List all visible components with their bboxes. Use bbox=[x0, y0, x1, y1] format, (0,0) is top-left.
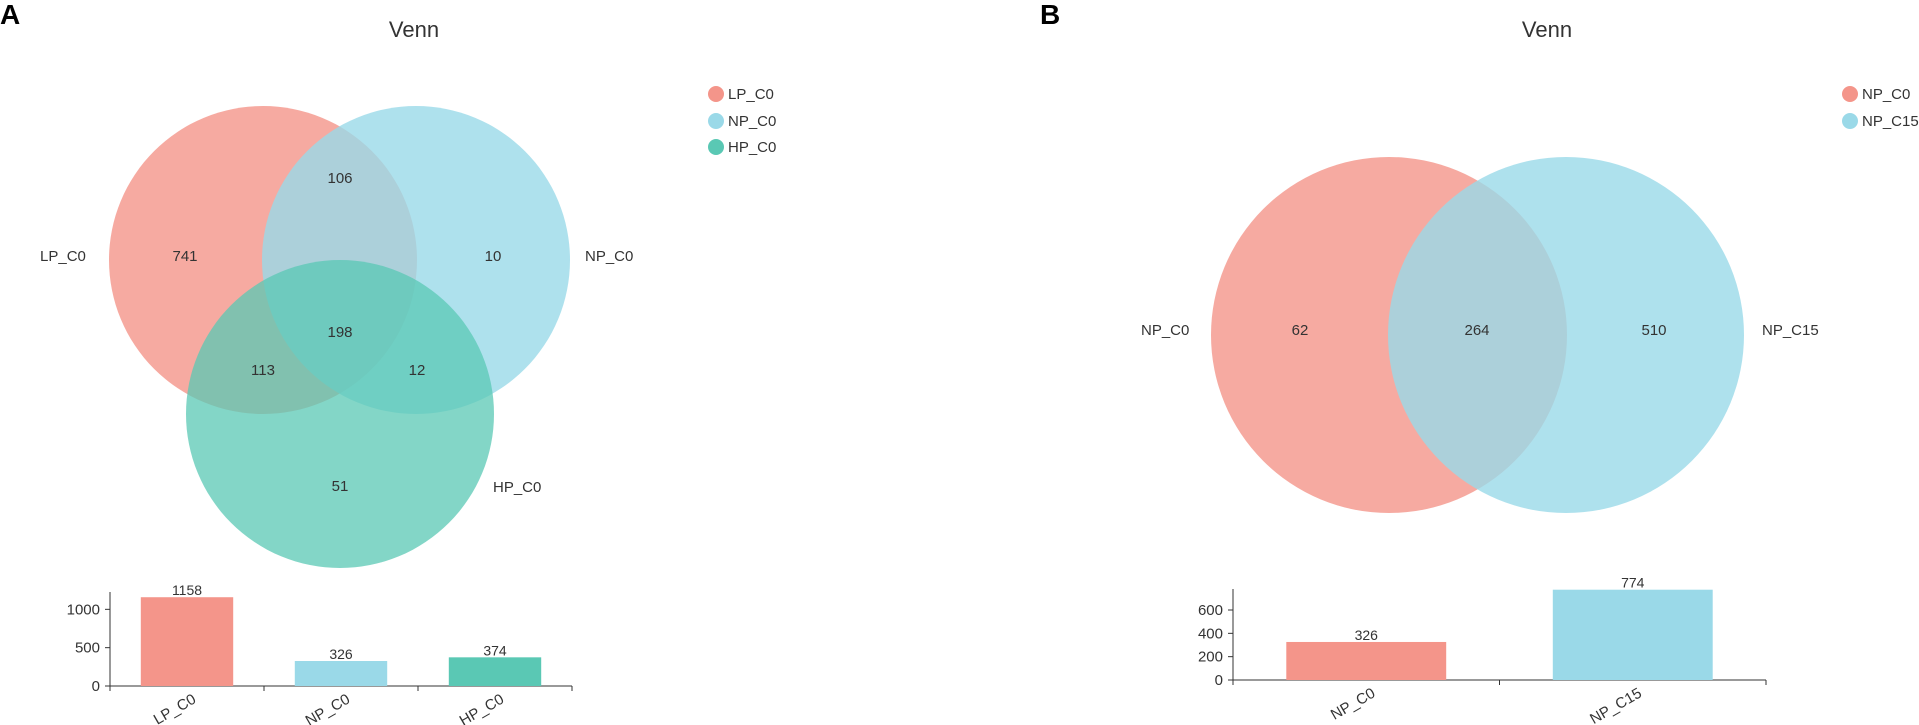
bar-y-tick-label: 200 bbox=[1198, 649, 1223, 666]
bar-y-tick-label: 400 bbox=[1198, 625, 1223, 642]
legend-a-label-np-c0: NP_C0 bbox=[728, 113, 776, 130]
panel-a: A Venn LP_C0 NP_C0 HP_C0 741 10 51 106 1… bbox=[0, 0, 776, 725]
bar-np-c15 bbox=[1552, 589, 1713, 680]
venn-a-region-lp-hp: 113 bbox=[251, 362, 275, 379]
venn-a-circle-hp-c0 bbox=[186, 260, 494, 568]
legend-b-label-np-c0: NP_C0 bbox=[1862, 86, 1910, 103]
venn-b-region-np-c0-only: 62 bbox=[1292, 322, 1309, 339]
panel-b-venn bbox=[1211, 157, 1744, 513]
bar-np-c0 bbox=[1286, 641, 1447, 680]
bar-category-label: NP_C0 bbox=[303, 691, 353, 725]
bar-lp-c0 bbox=[140, 597, 234, 686]
venn-b-set-label-np-c15: NP_C15 bbox=[1762, 322, 1819, 339]
bar-value-label: 326 bbox=[329, 646, 353, 662]
bar-hp-c0 bbox=[448, 657, 542, 686]
bar-y-tick-label: 600 bbox=[1198, 602, 1223, 619]
legend-a-label-lp-c0: LP_C0 bbox=[728, 86, 774, 103]
bar-y-tick-label: 500 bbox=[75, 640, 100, 657]
bar-np-c0 bbox=[294, 661, 388, 686]
bar-y-tick-label: 1000 bbox=[67, 601, 100, 618]
panel-a-bar-chart: 0 500 1000 1158 LP_C0 326 NP_C0 374 HP_C0 bbox=[67, 582, 573, 725]
venn-a-region-np-hp: 12 bbox=[409, 362, 426, 379]
bar-value-label: 1158 bbox=[172, 582, 202, 598]
venn-a-region-lp-only: 741 bbox=[172, 248, 197, 265]
bar-value-label: 326 bbox=[1355, 627, 1379, 643]
bar-value-label: 774 bbox=[1621, 575, 1645, 591]
legend-a-label-hp-c0: HP_C0 bbox=[728, 139, 776, 156]
venn-a-region-hp-only: 51 bbox=[332, 478, 349, 495]
panel-a-letter: A bbox=[0, 0, 20, 30]
bar-value-label: 374 bbox=[483, 642, 507, 658]
bar-y-tick-label: 0 bbox=[1215, 672, 1223, 689]
bar-category-label: HP_C0 bbox=[457, 691, 507, 725]
venn-a-region-all: 198 bbox=[327, 324, 352, 341]
legend-a-marker-np-c0 bbox=[708, 113, 724, 129]
bar-category-label: NP_C0 bbox=[1328, 685, 1378, 724]
venn-b-region-np-c15-only: 510 bbox=[1641, 322, 1666, 339]
venn-b-circle-np-c15 bbox=[1388, 157, 1744, 513]
venn-a-set-label-hp-c0: HP_C0 bbox=[493, 479, 541, 496]
legend-b-marker-np-c15 bbox=[1842, 113, 1858, 129]
venn-b-set-label-np-c0: NP_C0 bbox=[1141, 322, 1189, 339]
bar-category-label: LP_C0 bbox=[151, 691, 199, 725]
legend-a-marker-hp-c0 bbox=[708, 139, 724, 155]
venn-a-set-label-lp-c0: LP_C0 bbox=[40, 248, 86, 265]
venn-a-region-lp-np: 106 bbox=[327, 170, 352, 187]
panel-a-venn bbox=[109, 106, 570, 568]
panel-b: B Venn NP_C0 NP_C15 62 264 510 NP_C0 NP_… bbox=[1040, 0, 1919, 725]
legend-b-marker-np-c0 bbox=[1842, 86, 1858, 102]
panel-a-legend: LP_C0 NP_C0 HP_C0 bbox=[708, 86, 776, 156]
venn-a-region-np-only: 10 bbox=[485, 248, 502, 265]
panel-a-title: Venn bbox=[389, 17, 439, 42]
bar-y-tick-label: 0 bbox=[92, 678, 100, 695]
panel-b-bar-chart: 0 200 400 600 326 NP_C0 774 NP_C15 bbox=[1198, 575, 1767, 725]
panel-b-title: Venn bbox=[1522, 17, 1572, 42]
legend-a-marker-lp-c0 bbox=[708, 86, 724, 102]
venn-a-set-label-np-c0: NP_C0 bbox=[585, 248, 633, 265]
panel-b-letter: B bbox=[1040, 0, 1060, 30]
panel-b-legend: NP_C0 NP_C15 bbox=[1842, 86, 1919, 130]
legend-b-label-np-c15: NP_C15 bbox=[1862, 113, 1919, 130]
venn-b-region-shared: 264 bbox=[1464, 322, 1489, 339]
bar-category-label: NP_C15 bbox=[1587, 685, 1645, 725]
